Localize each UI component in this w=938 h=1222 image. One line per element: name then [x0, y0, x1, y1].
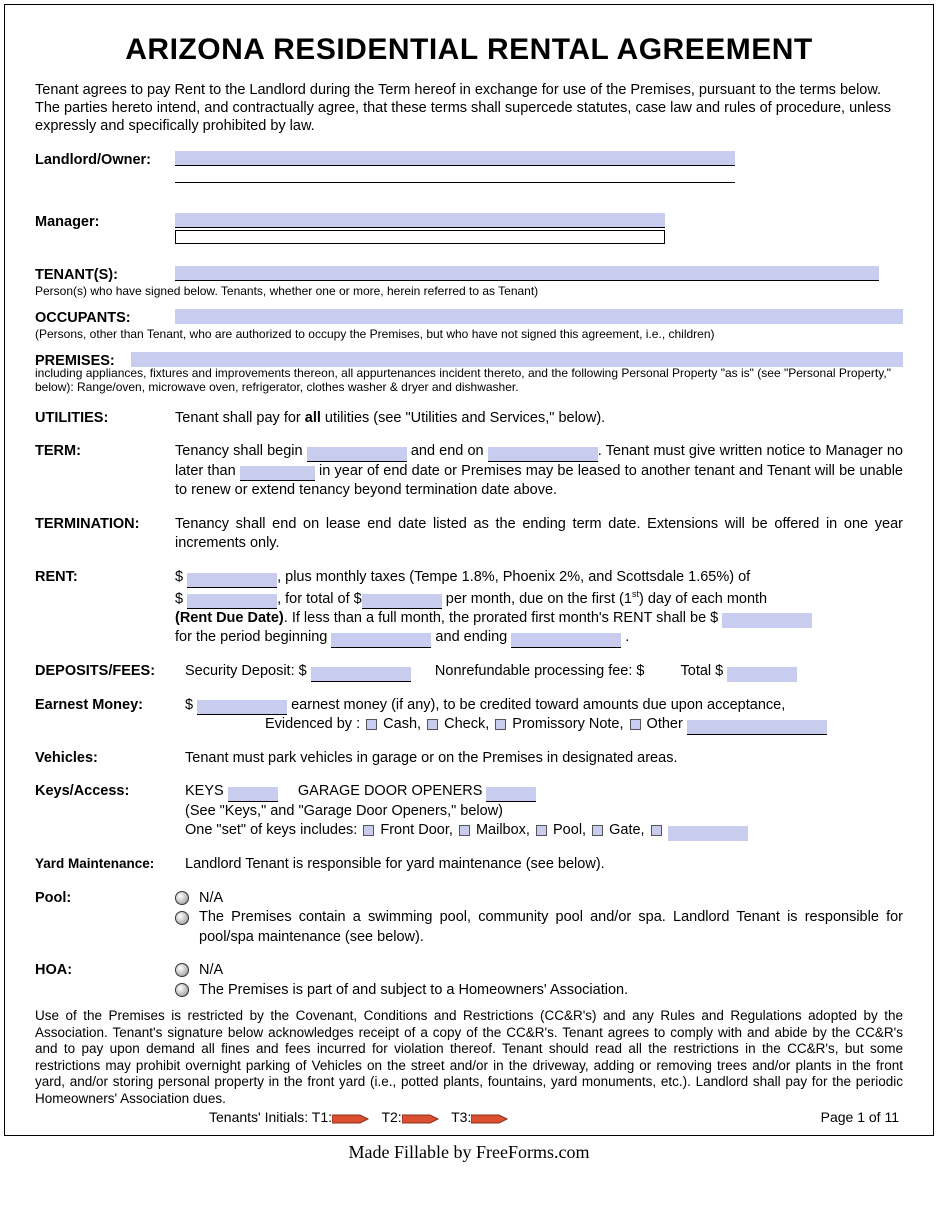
- hoa-yes-radio[interactable]: [175, 983, 189, 997]
- rent-row: RENT: $ , plus monthly taxes (Tempe 1.8%…: [35, 568, 903, 648]
- term-notice-field[interactable]: [240, 466, 315, 481]
- keys-other-checkbox[interactable]: [651, 825, 662, 836]
- deposits-row: DEPOSITS/FEES: Security Deposit: $ Nonre…: [35, 662, 903, 682]
- earnest-other-checkbox[interactable]: [630, 719, 641, 730]
- pool-yes-radio[interactable]: [175, 911, 189, 925]
- landlord-field-2[interactable]: [175, 168, 735, 183]
- keys-gate-checkbox[interactable]: [592, 825, 603, 836]
- hoa-row: HOA: N/A The Premises is part of and sub…: [35, 961, 903, 1000]
- earnest-cash-checkbox[interactable]: [366, 719, 377, 730]
- deposits-label: DEPOSITS/FEES:: [35, 662, 185, 679]
- manager-field-1[interactable]: [175, 213, 665, 228]
- term-row: TERM: Tenancy shall begin and end on . T…: [35, 442, 903, 501]
- keys-text: KEYS GARAGE DOOR OPENERS (See "Keys," an…: [185, 782, 903, 841]
- vehicles-text: Tenant must park vehicles in garage or o…: [185, 749, 903, 769]
- termination-text: Tenancy shall end on lease end date list…: [175, 515, 903, 554]
- tenants-row: TENANT(S):: [35, 266, 903, 283]
- utilities-label: UTILITIES:: [35, 409, 175, 426]
- utilities-row: UTILITIES: Tenant shall pay for all util…: [35, 409, 903, 429]
- rent-text: $ , plus monthly taxes (Tempe 1.8%, Phoe…: [175, 568, 903, 648]
- earnest-label: Earnest Money:: [35, 696, 185, 713]
- hoa-label: HOA:: [35, 961, 175, 978]
- keys-row: Keys/Access: KEYS GARAGE DOOR OPENERS (S…: [35, 782, 903, 841]
- vehicles-row: Vehicles: Tenant must park vehicles in g…: [35, 749, 903, 769]
- keys-count-field[interactable]: [228, 787, 278, 802]
- keys-mailbox-checkbox[interactable]: [459, 825, 470, 836]
- keys-other-field[interactable]: [668, 826, 748, 841]
- pool-row: Pool: N/A The Premises contain a swimmin…: [35, 889, 903, 948]
- termination-label: TERMINATION:: [35, 515, 175, 532]
- yard-row: Yard Maintenance: Landlord Tenant is res…: [35, 855, 903, 875]
- rent-label: RENT:: [35, 568, 175, 585]
- vehicles-label: Vehicles:: [35, 749, 185, 766]
- pool-options: N/A The Premises contain a swimming pool…: [175, 889, 903, 948]
- occupants-label: OCCUPANTS:: [35, 309, 175, 326]
- hoa-na-radio[interactable]: [175, 963, 189, 977]
- deposits-text: Security Deposit: $ Nonrefundable proces…: [185, 662, 903, 682]
- hoa-options: N/A The Premises is part of and subject …: [175, 961, 903, 1000]
- landlord-label: Landlord/Owner:: [35, 151, 175, 168]
- made-fillable-credit: Made Fillable by FreeForms.com: [4, 1142, 934, 1163]
- occupants-field[interactable]: [175, 309, 903, 324]
- tenants-note: Person(s) who have signed below. Tenants…: [35, 285, 903, 299]
- initials-block: Tenants' Initials: T1: T2: T3:: [209, 1109, 509, 1125]
- premises-field[interactable]: [131, 352, 903, 367]
- term-text: Tenancy shall begin and end on . Tenant …: [175, 442, 903, 501]
- garage-openers-field[interactable]: [486, 787, 536, 802]
- term-end-field[interactable]: [488, 447, 598, 462]
- earnest-amount-field[interactable]: [197, 700, 287, 715]
- premises-note: including appliances, fixtures and impro…: [35, 367, 903, 395]
- tenants-field[interactable]: [175, 266, 879, 281]
- rent-tax-field[interactable]: [187, 594, 277, 609]
- rent-period-begin-field[interactable]: [331, 633, 431, 648]
- pool-label: Pool:: [35, 889, 175, 906]
- deposits-total-field[interactable]: [727, 667, 797, 682]
- term-label: TERM:: [35, 442, 175, 459]
- fine-print: Use of the Premises is restricted by the…: [35, 1008, 903, 1107]
- manager-field-2[interactable]: [175, 230, 665, 244]
- rent-amount-field[interactable]: [187, 573, 277, 588]
- earnest-check-checkbox[interactable]: [427, 719, 438, 730]
- earnest-row: Earnest Money: $ earnest money (if any),…: [35, 696, 903, 735]
- document-page: ARIZONA RESIDENTIAL RENTAL AGREEMENT Ten…: [4, 4, 934, 1136]
- page-number: Page 1 of 11: [821, 1109, 899, 1125]
- tenants-label: TENANT(S):: [35, 266, 175, 283]
- intro-paragraph: Tenant agrees to pay Rent to the Landlor…: [35, 81, 903, 135]
- earnest-text: $ earnest money (if any), to be credited…: [185, 696, 903, 735]
- yard-text: Landlord Tenant is responsible for yard …: [185, 855, 903, 875]
- keys-pool-checkbox[interactable]: [536, 825, 547, 836]
- keys-label: Keys/Access:: [35, 782, 185, 799]
- yard-label: Yard Maintenance:: [35, 855, 185, 871]
- rent-total-field[interactable]: [362, 594, 442, 609]
- initials-t1-stamp[interactable]: [332, 1113, 370, 1125]
- initials-t3-stamp[interactable]: [471, 1113, 509, 1125]
- security-deposit-field[interactable]: [311, 667, 411, 682]
- occupants-row: OCCUPANTS:: [35, 309, 903, 326]
- landlord-row: Landlord/Owner:: [35, 151, 903, 183]
- page-title: ARIZONA RESIDENTIAL RENTAL AGREEMENT: [35, 33, 903, 67]
- rent-period-end-field[interactable]: [511, 633, 621, 648]
- manager-label: Manager:: [35, 213, 175, 230]
- pool-na-radio[interactable]: [175, 891, 189, 905]
- earnest-other-field[interactable]: [687, 720, 827, 735]
- utilities-text: Tenant shall pay for all utilities (see …: [175, 409, 903, 429]
- termination-row: TERMINATION: Tenancy shall end on lease …: [35, 515, 903, 554]
- footer-row: Tenants' Initials: T1: T2: T3: Page 1 of…: [35, 1109, 903, 1125]
- term-begin-field[interactable]: [307, 447, 407, 462]
- landlord-field-1[interactable]: [175, 151, 735, 166]
- keys-frontdoor-checkbox[interactable]: [363, 825, 374, 836]
- rent-prorated-field[interactable]: [722, 613, 812, 628]
- earnest-pn-checkbox[interactable]: [495, 719, 506, 730]
- occupants-note: (Persons, other than Tenant, who are aut…: [35, 328, 903, 342]
- manager-row: Manager:: [35, 213, 903, 244]
- initials-t2-stamp[interactable]: [402, 1113, 440, 1125]
